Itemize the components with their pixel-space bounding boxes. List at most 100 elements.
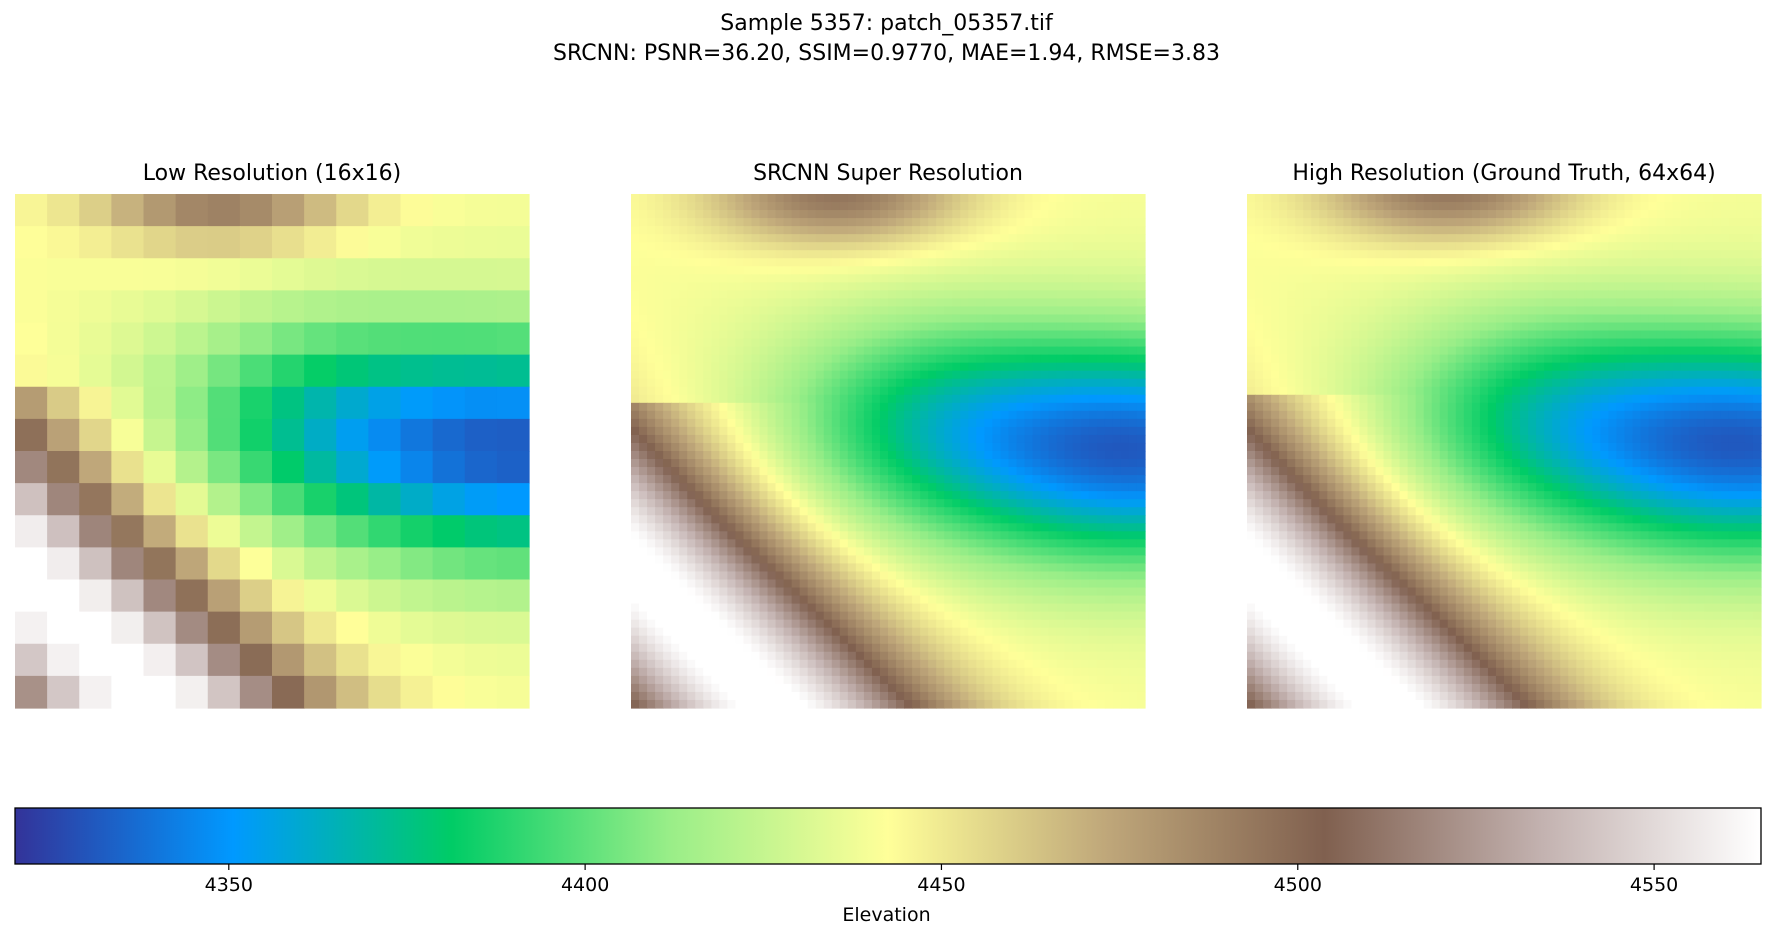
- heatmap-cell: [1720, 202, 1730, 211]
- heatmap-cell: [984, 619, 994, 629]
- heatmap-cell: [1048, 587, 1058, 597]
- heatmap-cell: [1136, 459, 1146, 468]
- heatmap-cell: [783, 619, 793, 629]
- heatmap-cell: [936, 539, 945, 548]
- heatmap-cell: [871, 531, 881, 540]
- heatmap-cell: [1016, 499, 1026, 508]
- heatmap-cell: [1431, 194, 1441, 203]
- heatmap-cell: [888, 194, 897, 203]
- heatmap-cell: [647, 459, 656, 468]
- heatmap-cell: [663, 539, 672, 548]
- heatmap-cell: [823, 555, 833, 565]
- heatmap-cell: [1592, 250, 1601, 259]
- heatmap-cell: [944, 234, 953, 243]
- heatmap-cell: [879, 354, 889, 364]
- heatmap-cell: [807, 683, 817, 693]
- heatmap-cell: [1391, 226, 1401, 235]
- heatmap-cell: [847, 402, 857, 412]
- heatmap-cell: [1072, 250, 1082, 259]
- heatmap-cell: [855, 402, 865, 412]
- heatmap-cell: [1096, 410, 1106, 420]
- heatmap-cell: [847, 635, 857, 645]
- heatmap-cell: [831, 555, 841, 565]
- heatmap-cell: [1064, 322, 1074, 332]
- heatmap-cell: [1008, 643, 1018, 653]
- heatmap-cell: [647, 290, 656, 300]
- heatmap-cell: [936, 210, 945, 219]
- heatmap-cell: [1383, 250, 1393, 259]
- heatmap-cell: [1048, 258, 1058, 267]
- heatmap-cell: [984, 507, 994, 516]
- heatmap-cell: [719, 451, 728, 460]
- heatmap-cell: [1024, 370, 1034, 380]
- heatmap-cell: [912, 330, 921, 340]
- heatmap-cell: [1128, 242, 1138, 251]
- heatmap-cell: [727, 651, 737, 661]
- heatmap-cell: [855, 242, 865, 251]
- heatmap-cell: [1048, 539, 1058, 548]
- heatmap-cell: [960, 587, 969, 597]
- heatmap-cell: [464, 418, 498, 452]
- heatmap-cell: [671, 627, 680, 637]
- heatmap-cell: [1367, 210, 1377, 219]
- heatmap-cell: [936, 370, 945, 380]
- heatmap-cell: [631, 394, 640, 404]
- heatmap-cell: [1335, 218, 1344, 227]
- heatmap-cell: [904, 683, 913, 693]
- heatmap-cell: [855, 378, 865, 388]
- heatmap-cell: [1032, 627, 1042, 637]
- heatmap-cell: [775, 579, 785, 589]
- heatmap-cell: [631, 410, 640, 420]
- heatmap-cell: [920, 635, 929, 645]
- heatmap-cell: [992, 507, 1002, 516]
- heatmap-cell: [1664, 266, 1674, 275]
- heatmap-cell: [400, 418, 434, 452]
- heatmap-cell: [1584, 210, 1593, 219]
- heatmap-cell: [1008, 370, 1018, 380]
- heatmap-cell: [1552, 250, 1561, 259]
- heatmap-cell: [143, 322, 177, 356]
- heatmap-cell: [47, 483, 80, 516]
- heatmap-cell: [759, 434, 769, 444]
- heatmap-cell: [663, 250, 672, 259]
- heatmap-cell: [655, 370, 664, 380]
- heatmap-cell: [751, 483, 761, 492]
- heatmap-cell: [1504, 202, 1513, 211]
- heatmap-cell: [1000, 563, 1010, 573]
- heatmap-cell: [647, 434, 656, 444]
- heatmap-cell: [871, 547, 881, 557]
- heatmap-cell: [1367, 202, 1377, 211]
- heatmap-cell: [888, 451, 897, 460]
- heatmap-cell: [936, 643, 945, 653]
- heatmap-cell: [751, 386, 761, 396]
- heatmap-cell: [1064, 370, 1074, 380]
- heatmap-cell: [1064, 635, 1074, 645]
- heatmap-cell: [1032, 234, 1042, 243]
- heatmap-cell: [703, 699, 712, 709]
- heatmap-cell: [1048, 475, 1058, 484]
- heatmap-cell: [1040, 210, 1050, 219]
- heatmap-cell: [984, 394, 994, 404]
- heatmap-cell: [936, 346, 945, 356]
- heatmap-cell: [823, 354, 833, 364]
- heatmap-cell: [719, 579, 728, 589]
- heatmap-cell: [727, 226, 737, 235]
- heatmap-cell: [775, 370, 785, 380]
- heatmap-cell: [847, 699, 857, 709]
- heatmap-cell: [1544, 226, 1553, 235]
- heatmap-cell: [855, 394, 865, 404]
- heatmap-cell: [823, 547, 833, 557]
- heatmap-cell: [1088, 643, 1098, 653]
- heatmap-cell: [1335, 258, 1344, 267]
- heatmap-cell: [1016, 306, 1026, 316]
- heatmap-cell: [703, 314, 712, 324]
- heatmap-cell: [647, 451, 656, 460]
- heatmap-cell: [47, 290, 80, 324]
- heatmap-cell: [1343, 266, 1353, 275]
- heatmap-cell: [855, 250, 865, 259]
- heatmap-cell: [823, 539, 833, 548]
- heatmap-cell: [807, 210, 817, 219]
- heatmap-cell: [1592, 202, 1601, 211]
- heatmap-cell: [1487, 226, 1497, 235]
- heatmap-cell: [1128, 218, 1138, 227]
